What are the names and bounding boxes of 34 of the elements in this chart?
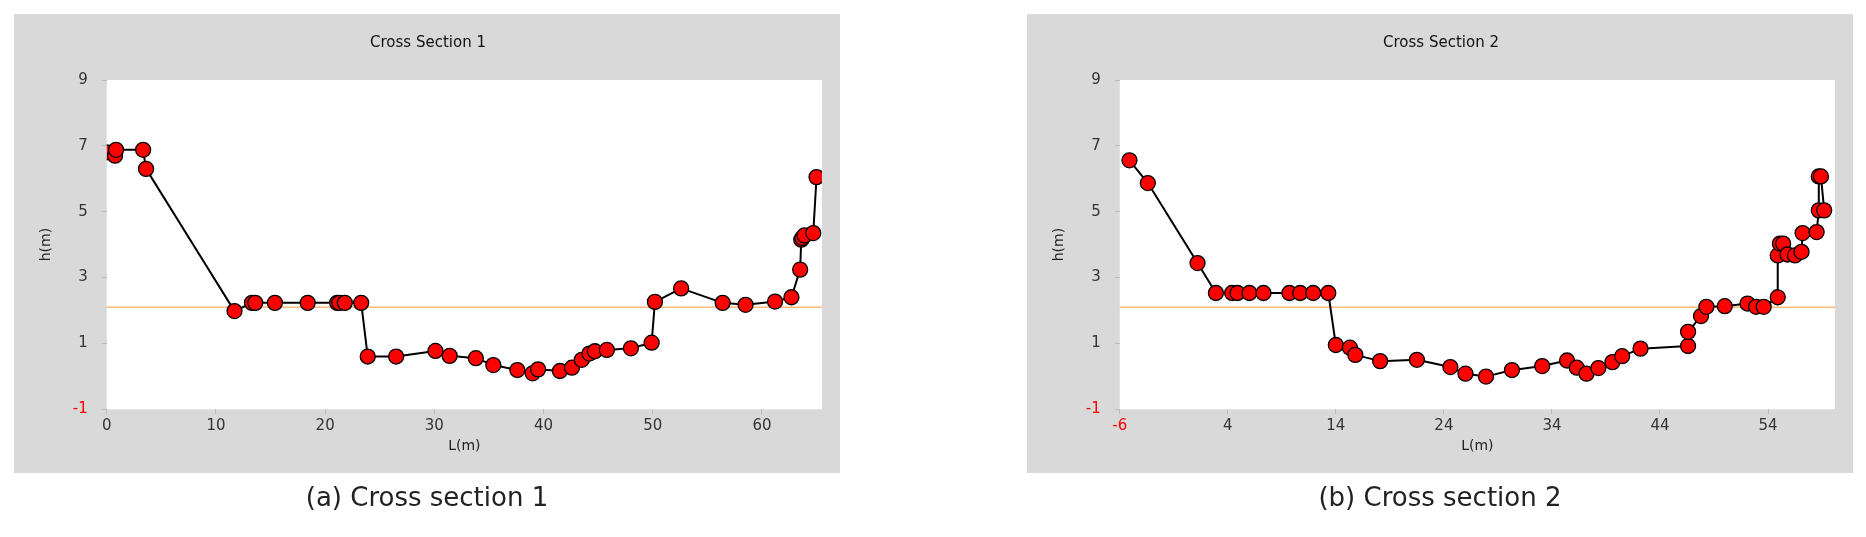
text: (a) Cross section 1: [304, 482, 550, 512]
y-tick-label: 3: [78, 267, 88, 286]
y-axis-title: h(m): [37, 227, 54, 262]
x-tick-label: 54: [1758, 416, 1778, 435]
y-axis-title: h(m): [1050, 227, 1067, 262]
y-tick-label: 9: [1091, 69, 1101, 88]
x-tick-label: 40: [534, 416, 554, 435]
x-tick-label: 24: [1434, 416, 1454, 435]
x-tick-label: 30: [424, 416, 444, 435]
x-tick-label: 14: [1326, 416, 1346, 435]
y-tick-label: -1: [72, 399, 88, 418]
x-tick-label: 10: [206, 416, 226, 435]
x-tick-label: 50: [643, 416, 663, 435]
x-tick-label: 4: [1223, 416, 1233, 435]
y-tick-label: 5: [1091, 201, 1101, 220]
y-tick-label: 1: [1091, 333, 1101, 352]
x-tick-label: 60: [752, 416, 772, 435]
y-tick-label: 7: [78, 135, 88, 154]
x-axis-title: L(m): [448, 437, 481, 454]
x-tick-label: 44: [1650, 416, 1670, 435]
x-tick-label: -6: [1112, 416, 1128, 435]
y-tick-label: 7: [1091, 135, 1101, 154]
x-tick-label: 20: [315, 416, 335, 435]
y-tick-label: 3: [1091, 267, 1101, 286]
chart-title: Cross Section 1: [370, 32, 486, 51]
y-tick-label: 5: [78, 201, 88, 220]
y-tick-label: -1: [1085, 399, 1101, 418]
x-tick-label: 0: [101, 416, 112, 435]
y-tick-label: 9: [78, 69, 88, 88]
chart-title: Cross Section 2: [1383, 32, 1499, 51]
y-tick-label: 1: [78, 333, 88, 352]
text: (b) Cross section 2: [1317, 482, 1563, 512]
x-tick-label: 34: [1542, 416, 1562, 435]
x-axis-title: L(m): [1461, 437, 1494, 454]
